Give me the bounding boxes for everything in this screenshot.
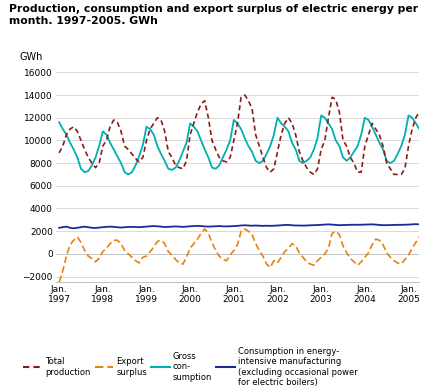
Legend: Total
production, Export
surplus, Gross
con-
sumption, Consumption in energy-
in: Total production, Export surplus, Gross … [24,347,358,387]
Text: GWh: GWh [19,52,43,62]
Text: Production, consumption and export surplus of electric energy per
month. 1997-20: Production, consumption and export surpl… [9,4,418,25]
